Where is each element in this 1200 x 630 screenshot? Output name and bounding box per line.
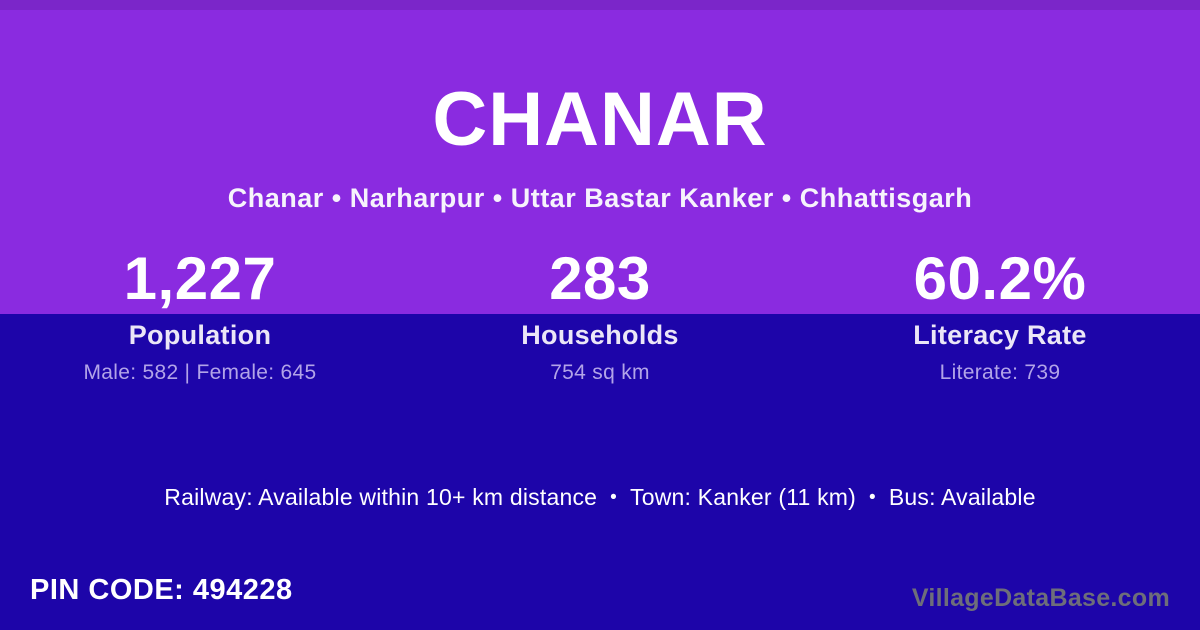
stat-population: 1,227 Population Male: 582 | Female: 645 — [0, 248, 400, 385]
bus-info: Bus: Available — [888, 484, 1036, 510]
literacy-value: 60.2% — [913, 245, 1087, 312]
stats-row: 1,227 Population Male: 582 | Female: 645… — [0, 248, 1200, 385]
households-detail: 754 sq km — [550, 361, 650, 384]
households-value: 283 — [549, 245, 651, 312]
population-label: Population — [128, 320, 272, 350]
page-title: CHANAR — [432, 77, 768, 162]
population-detail: Male: 582 | Female: 645 — [83, 361, 317, 384]
railway-info: Railway: Available within 10+ km distanc… — [164, 484, 598, 510]
purple-header-band — [0, 0, 1200, 314]
town-info: Town: Kanker (11 km) — [630, 484, 856, 510]
top-dark-strip — [0, 0, 1200, 10]
bullet-separator: • — [868, 487, 876, 508]
transport-info-line: Railway: Available within 10+ km distanc… — [0, 484, 1200, 511]
households-label: Households — [521, 320, 679, 350]
stat-literacy: 60.2% Literacy Rate Literate: 739 — [800, 248, 1200, 385]
bullet-separator: • — [610, 487, 617, 508]
stat-households: 283 Households 754 sq km — [400, 248, 800, 385]
breadcrumb: Chanar • Narharpur • Uttar Bastar Kanker… — [227, 183, 973, 213]
watermark-villagedatabase: VillageDataBase.com — [911, 584, 1170, 612]
literacy-label: Literacy Rate — [913, 320, 1087, 350]
population-value: 1,227 — [123, 245, 277, 312]
literacy-detail: Literate: 739 — [939, 361, 1061, 384]
pin-code: PIN CODE: 494228 — [30, 574, 293, 606]
